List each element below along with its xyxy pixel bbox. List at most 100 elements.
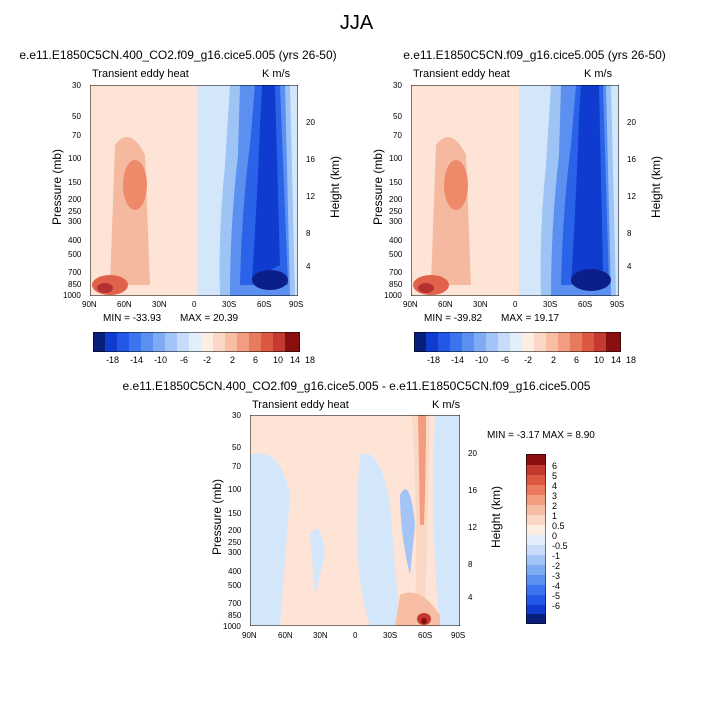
plot3-ytick: 50 xyxy=(232,443,241,452)
plot1-ytick: 200 xyxy=(68,195,82,204)
plot2-min: MIN = -39.82 xyxy=(424,313,483,324)
plot2-xtick: 90N xyxy=(403,300,418,309)
plot3-xtick: 0 xyxy=(353,631,358,640)
plot1-ytick: 400 xyxy=(68,236,82,245)
plot3-field xyxy=(250,415,460,626)
plot1-xtick: 30S xyxy=(222,300,237,309)
plot1-ytick: 1000 xyxy=(63,291,81,300)
plot1-ytick: 300 xyxy=(68,217,82,226)
plot3-cb-label: -2 xyxy=(552,561,561,571)
plot1-ytick-right: 4 xyxy=(306,262,311,271)
plot2-cb-label: -14 xyxy=(451,355,465,365)
plot2-colorbar xyxy=(414,332,621,352)
plot2-cb-label: 2 xyxy=(551,355,557,365)
plot1-xtick: 90S xyxy=(289,300,304,309)
plot1-xtick: 60S xyxy=(257,300,272,309)
plot2-field xyxy=(411,85,619,296)
plot3-ytick-right: 8 xyxy=(468,560,473,569)
plot3-left-label: Transient eddy heat xyxy=(252,399,349,411)
plot2-ytick: 30 xyxy=(393,81,402,90)
plot3-ytick-right: 16 xyxy=(468,486,477,495)
plot1-cb-label: 10 xyxy=(273,355,284,365)
plot2-cb-label: -2 xyxy=(524,355,533,365)
plot3-xtick: 90N xyxy=(242,631,257,640)
plot3-cb-label: -6 xyxy=(552,601,561,611)
plot1-xtick: 90N xyxy=(82,300,97,309)
plot2-ytick: 200 xyxy=(389,195,403,204)
plot3-cb-label: 0 xyxy=(552,531,558,541)
plot3-ytick: 400 xyxy=(228,567,242,576)
plot1-ytick: 500 xyxy=(68,250,82,259)
plot3-ytick: 1000 xyxy=(223,622,241,631)
plot2-ytick: 300 xyxy=(389,217,403,226)
plot3-cb-label: -1 xyxy=(552,551,561,561)
plot1-ytick-right: 20 xyxy=(306,118,315,127)
plot3-cb-label: 2 xyxy=(552,501,558,511)
plot1-ytick: 850 xyxy=(68,280,82,289)
plot1-cb-label: -14 xyxy=(130,355,144,365)
plot3-cb-label: 3 xyxy=(552,491,558,501)
plot1-ytick: 50 xyxy=(72,112,81,121)
plot3-ytick: 250 xyxy=(228,538,242,547)
plot2-xtick: 0 xyxy=(513,300,518,309)
plot2-ytick: 70 xyxy=(393,131,402,140)
plot1-ylabel: Pressure (mb) xyxy=(50,149,64,226)
plot1-field xyxy=(90,85,298,296)
plot3-ytick-right: 4 xyxy=(468,593,473,602)
plot1-xtick: 0 xyxy=(192,300,197,309)
plot3-minmax: MIN = -3.17 MAX = 8.90 xyxy=(487,430,595,441)
plot3-ytick: 500 xyxy=(228,581,242,590)
plot3-ytick: 300 xyxy=(228,548,242,557)
plot3-cb-label: -4 xyxy=(552,581,561,591)
plot3-ytick-right: 12 xyxy=(468,523,477,532)
plot1-ytick: 250 xyxy=(68,207,82,216)
plot3-ylabel: Pressure (mb) xyxy=(210,479,224,556)
plot3-title: e.e11.E1850C5CN.400_CO2.f09_g16.cice5.00… xyxy=(122,379,591,393)
plot3-xtick: 90S xyxy=(451,631,466,640)
plot3-ytick: 150 xyxy=(228,509,242,518)
plot2-ytick: 850 xyxy=(389,280,403,289)
plot2-ytick: 700 xyxy=(389,268,403,277)
plot1-ytick-right: 12 xyxy=(306,192,315,201)
plot1-ytick: 100 xyxy=(68,154,82,163)
plot1-ytick-right: 8 xyxy=(306,229,311,238)
plot2-max: MAX = 19.17 xyxy=(501,313,560,324)
plot2-ytick: 1000 xyxy=(384,291,402,300)
plot3-cb-label: -0.5 xyxy=(552,541,568,551)
plot3-colorbar xyxy=(526,454,546,624)
plot2-ytick: 500 xyxy=(389,250,403,259)
plot3-ytick: 850 xyxy=(228,611,242,620)
plot3-xtick: 60N xyxy=(278,631,293,640)
plot1-max: MAX = 20.39 xyxy=(180,313,239,324)
plot3-cb-label: -5 xyxy=(552,591,561,601)
plot2-cb-label: 18 xyxy=(626,355,637,365)
plot1-title: e.e11.E1850C5CN.400_CO2.f09_g16.cice5.00… xyxy=(19,48,337,62)
plot1-xtick: 30N xyxy=(152,300,167,309)
plot2-ytick: 250 xyxy=(389,207,403,216)
plot2-cb-label: 14 xyxy=(611,355,622,365)
plot2-ytick: 400 xyxy=(389,236,403,245)
plot3-cb-label: 4 xyxy=(552,481,558,491)
plot3-ytick: 30 xyxy=(232,411,241,420)
plot1-ylabel-right: Height (km) xyxy=(328,156,342,219)
plot2-cb-label: -10 xyxy=(475,355,489,365)
plot1-ytick: 150 xyxy=(68,178,82,187)
plot3-ytick-right: 20 xyxy=(468,449,477,458)
plot3-cb-label: -3 xyxy=(552,571,561,581)
plot1-ytick: 30 xyxy=(72,81,81,90)
plot2-xtick: 90S xyxy=(610,300,625,309)
plot3-cb-label: 5 xyxy=(552,471,558,481)
plot2-right-label: K m/s xyxy=(584,68,613,80)
plot1-cb-label: -6 xyxy=(180,355,189,365)
plot2-ytick: 50 xyxy=(393,112,402,121)
plot3-ytick: 700 xyxy=(228,599,242,608)
plot1-ytick: 700 xyxy=(68,268,82,277)
plot1-left-label: Transient eddy heat xyxy=(92,68,189,80)
plot1-cb-label: -18 xyxy=(106,355,120,365)
plot1-colorbar xyxy=(93,332,300,352)
plot2-ylabel-right: Height (km) xyxy=(649,156,663,219)
plot1-cb-label: 18 xyxy=(305,355,316,365)
plot3-xtick: 30S xyxy=(383,631,398,640)
page-title: JJA xyxy=(339,12,374,34)
plot1-ytick-right: 16 xyxy=(306,155,315,164)
